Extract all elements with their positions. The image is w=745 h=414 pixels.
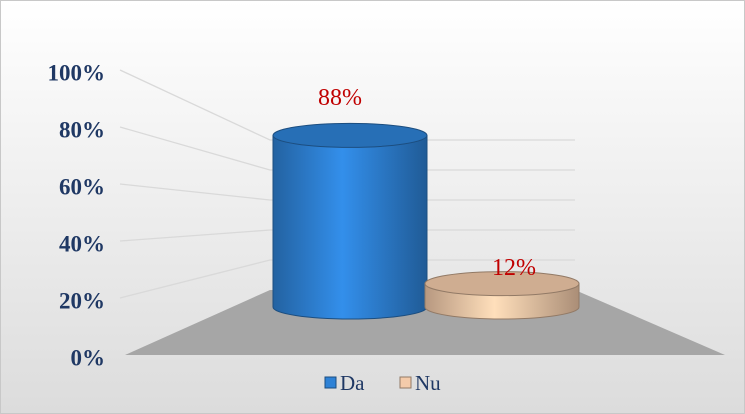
grid-line xyxy=(119,259,575,299)
y-tick-label: 80% xyxy=(59,117,105,142)
data-label: 88% xyxy=(318,85,362,111)
cylinder-top xyxy=(272,122,428,148)
legend-swatch xyxy=(399,376,412,389)
legend-label: Nu xyxy=(415,371,441,395)
y-tick-label: 0% xyxy=(71,345,106,370)
y-tick-label: 40% xyxy=(59,231,105,256)
cylinder-top xyxy=(424,271,580,297)
grid-line xyxy=(119,229,575,242)
legend-label: Da xyxy=(340,371,365,395)
data-label: 12% xyxy=(492,255,536,281)
y-tick-label: 20% xyxy=(59,288,105,313)
cylinder-body xyxy=(272,134,428,320)
grid-line xyxy=(119,183,575,201)
y-tick-label: 60% xyxy=(59,174,105,199)
legend: Da Nu xyxy=(324,371,441,395)
y-tick-label: 100% xyxy=(48,60,106,85)
grid-line xyxy=(119,69,575,141)
legend-swatch xyxy=(324,376,337,389)
grid-line xyxy=(119,126,575,171)
